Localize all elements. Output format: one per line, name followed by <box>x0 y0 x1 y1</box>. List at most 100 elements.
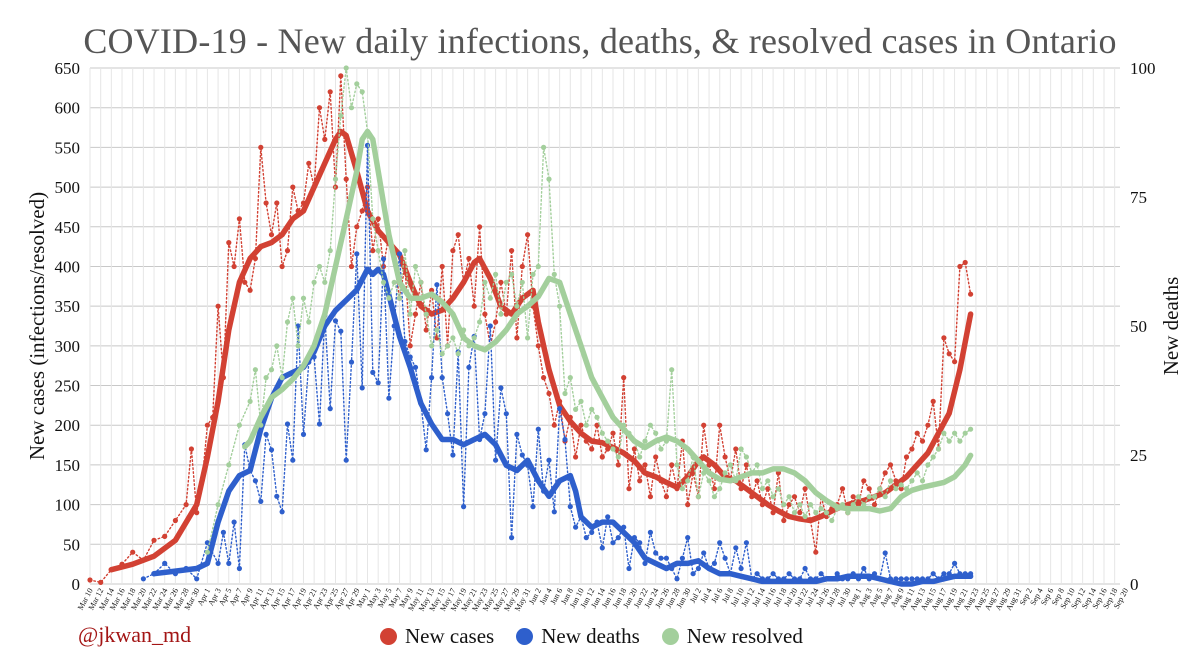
new-resolved-daily-point <box>658 446 664 452</box>
new-resolved-daily-point <box>968 426 974 432</box>
y2-axis-title: New deaths <box>1159 277 1183 376</box>
new-cases-daily-point <box>498 279 504 285</box>
new-resolved-daily-point <box>487 295 493 301</box>
new-cases-daily-point <box>226 240 232 246</box>
new-deaths-daily-point <box>386 395 392 401</box>
new-deaths-daily-point <box>370 369 376 375</box>
new-cases-daily-point <box>791 494 798 500</box>
new-cases-daily-point <box>242 279 248 285</box>
new-cases-daily-point <box>541 375 547 381</box>
new-resolved-daily-point <box>829 517 835 524</box>
new-resolved-daily-point <box>573 406 579 412</box>
new-resolved-daily-point <box>583 422 589 428</box>
new-cases-daily-point <box>450 248 456 254</box>
new-resolved-daily-point <box>589 406 595 412</box>
new-cases-daily-point <box>519 263 525 270</box>
new-resolved-daily-point <box>551 271 557 277</box>
new-resolved-daily-point <box>946 438 952 444</box>
y-tick-label: 350 <box>55 297 81 316</box>
new-cases-daily-point <box>482 311 488 317</box>
new-cases-daily-point <box>669 462 675 468</box>
new-deaths-daily-point <box>642 560 648 567</box>
new-deaths-daily-point <box>930 571 936 577</box>
new-cases-daily-point <box>279 263 285 270</box>
new-resolved-daily-point <box>610 446 616 452</box>
new-resolved-daily-point <box>557 303 563 309</box>
new-cases-daily-point <box>162 533 168 540</box>
new-resolved-daily-point <box>274 343 280 349</box>
new-resolved-daily-point <box>471 335 477 341</box>
new-resolved-daily-point <box>706 478 712 484</box>
y2-tick-label: 0 <box>1130 575 1139 594</box>
new-deaths-daily-point <box>583 535 589 541</box>
new-cases-daily-point <box>172 517 178 524</box>
new-deaths-daily-point <box>354 251 360 257</box>
new-deaths-daily-point <box>567 504 573 510</box>
new-resolved-daily-point <box>338 113 344 119</box>
new-resolved-daily-point <box>477 319 483 325</box>
new-deaths-daily-point <box>770 571 776 577</box>
new-cases-daily-point <box>338 73 344 79</box>
new-cases-daily-point <box>887 462 894 468</box>
new-deaths-daily-point <box>599 545 605 551</box>
new-deaths-daily-point <box>941 571 947 577</box>
new-resolved-daily-point <box>962 430 968 436</box>
new-resolved-daily-point <box>882 494 888 500</box>
new-cases-daily-point <box>423 327 429 333</box>
new-cases-daily-point <box>599 454 605 460</box>
new-resolved-smoothed-line <box>242 128 974 514</box>
new-cases-daily-point <box>626 486 632 492</box>
new-cases-daily-point <box>850 494 856 500</box>
new-deaths-daily-point <box>162 560 168 567</box>
new-resolved-daily-point <box>541 144 547 150</box>
new-deaths-daily-point <box>818 571 824 577</box>
new-resolved-daily-point <box>695 494 702 500</box>
new-resolved-daily-point <box>247 398 253 404</box>
new-resolved-daily-point <box>423 311 429 317</box>
new-cases-daily-point <box>354 224 360 230</box>
new-cases-daily-point <box>663 494 670 500</box>
y-tick-label: 600 <box>55 99 81 118</box>
new-cases-daily-point <box>610 430 616 436</box>
new-deaths-daily-point <box>615 535 621 541</box>
new-cases-daily-point <box>284 248 291 254</box>
legend: New cases New deaths New resolved <box>380 624 825 649</box>
new-cases-daily-point <box>866 486 872 492</box>
new-cases-daily-point <box>914 430 920 436</box>
new-cases-daily-point <box>685 502 691 508</box>
new-deaths-daily-point <box>295 323 301 329</box>
new-cases-smoothed-line <box>108 128 974 573</box>
new-resolved-daily-point <box>738 446 744 452</box>
new-deaths-daily-point <box>300 431 307 437</box>
new-deaths-daily-point <box>722 555 728 561</box>
new-deaths-daily-point <box>701 550 707 556</box>
new-cases-daily-point <box>455 232 461 238</box>
legend-label-new-cases: New cases <box>405 624 495 648</box>
new-deaths-daily-point <box>450 452 456 458</box>
new-deaths-daily-point <box>605 514 611 520</box>
new-cases-daily-point <box>786 502 792 508</box>
new-cases-daily-point <box>898 486 904 492</box>
new-deaths-daily-point <box>557 406 563 412</box>
y-tick-label: 200 <box>55 416 81 435</box>
new-cases-daily-point <box>204 422 210 428</box>
new-resolved-daily-point <box>279 375 285 381</box>
new-cases-daily-point <box>722 454 728 460</box>
new-resolved-daily-point <box>493 271 499 277</box>
new-deaths-daily-point <box>364 142 371 148</box>
new-resolved-daily-point <box>711 494 718 500</box>
new-deaths-daily-point <box>546 457 552 463</box>
new-deaths-daily-point <box>429 375 435 381</box>
new-deaths-daily-point <box>679 555 686 561</box>
new-resolved-daily-point <box>647 422 654 428</box>
new-resolved-daily-point <box>252 367 258 373</box>
new-cases-daily-point <box>919 438 926 444</box>
new-deaths-daily-point <box>445 411 451 417</box>
new-cases-daily-point <box>871 502 878 508</box>
new-resolved-daily-point <box>909 478 915 484</box>
new-cases-daily-point <box>429 287 435 293</box>
new-resolved-daily-point <box>887 478 894 484</box>
new-resolved-daily-point <box>359 89 365 95</box>
new-deaths-daily-point <box>348 359 355 365</box>
new-resolved-daily-point <box>935 446 942 452</box>
